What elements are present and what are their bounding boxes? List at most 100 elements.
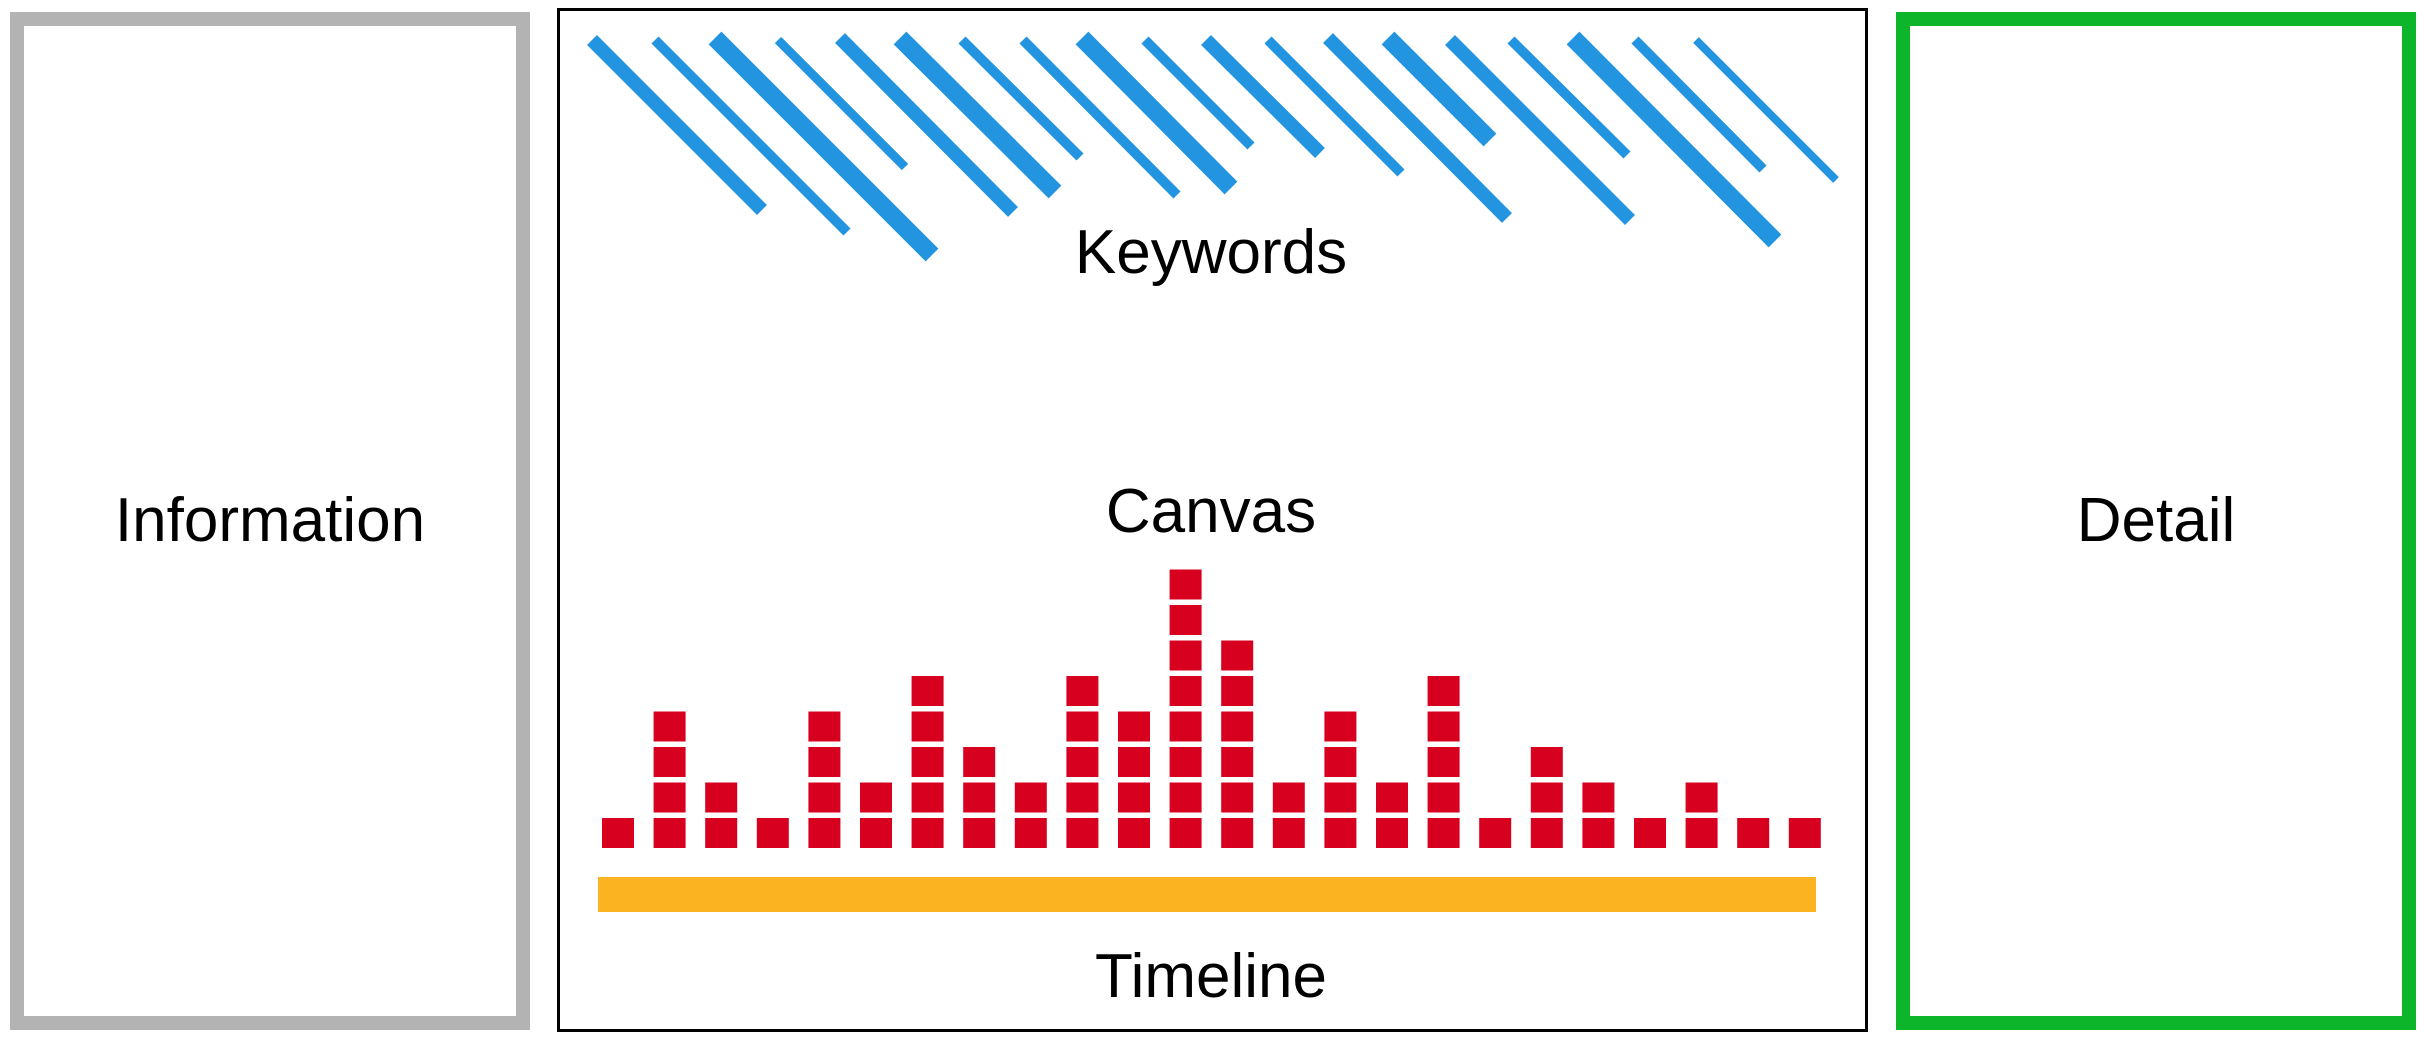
timeline-block xyxy=(1427,782,1460,813)
keyword-stroke-12 xyxy=(1264,36,1405,177)
timeline-block xyxy=(1788,818,1821,848)
timeline-block xyxy=(1272,818,1305,848)
timeline-block xyxy=(1530,818,1563,848)
timeline-block xyxy=(1066,782,1099,813)
keyword-stroke-7 xyxy=(958,36,1084,161)
canvas-panel xyxy=(557,8,1868,1032)
timeline-block xyxy=(808,747,841,777)
keyword-stroke-11 xyxy=(1201,35,1325,158)
timeline-block xyxy=(911,711,944,742)
timeline-block xyxy=(1324,711,1357,742)
keyword-stroke-2 xyxy=(651,36,851,236)
timeline-block xyxy=(1427,747,1460,777)
timeline-block xyxy=(1169,569,1202,600)
timeline-block xyxy=(963,747,996,777)
timeline-block xyxy=(1479,818,1512,848)
detail-label: Detail xyxy=(2076,486,2236,555)
detail-panel: Detail xyxy=(1896,12,2416,1030)
timeline-block xyxy=(808,818,841,848)
timeline-block xyxy=(1014,782,1047,813)
timeline-block xyxy=(1685,818,1718,848)
timeline-block xyxy=(756,818,789,848)
timeline-block xyxy=(1582,818,1615,848)
timeline-block xyxy=(1118,818,1150,848)
timeline-block xyxy=(1530,747,1563,777)
timeline-block xyxy=(653,782,686,813)
timeline-block xyxy=(1427,676,1460,706)
keyword-stroke-6 xyxy=(893,31,1062,199)
timeline-block xyxy=(808,782,841,813)
keyword-stroke-5 xyxy=(835,33,1018,217)
timeline-block xyxy=(1169,605,1202,635)
canvas-label: Canvas xyxy=(1105,477,1317,546)
keyword-stroke-10 xyxy=(1141,36,1255,150)
keyword-stroke-13 xyxy=(1323,33,1512,223)
timeline-block xyxy=(1324,818,1357,848)
information-panel: Information xyxy=(10,12,530,1030)
keyword-stroke-19 xyxy=(1693,37,1839,183)
timeline-block xyxy=(1221,782,1254,813)
timeline-block xyxy=(1169,782,1202,813)
timeline-block xyxy=(963,818,996,848)
timeline-block xyxy=(860,818,892,848)
timeline-block xyxy=(1118,782,1150,813)
timeline-block xyxy=(1066,676,1099,706)
keyword-stroke-8 xyxy=(1019,36,1181,199)
timeline-block xyxy=(963,782,996,813)
timeline-block xyxy=(1324,782,1357,813)
timeline-block xyxy=(1221,818,1254,848)
timeline-block xyxy=(705,782,738,813)
timeline-block xyxy=(1324,747,1357,777)
timeline-block xyxy=(1118,747,1150,777)
keywords-label: Keywords xyxy=(1074,218,1348,287)
keyword-stroke-3 xyxy=(708,31,939,262)
keyword-stroke-14 xyxy=(1381,31,1497,147)
timeline-block xyxy=(1169,711,1202,742)
timeline-block xyxy=(1427,818,1460,848)
timeline-block xyxy=(1221,747,1254,777)
timeline-block xyxy=(1582,782,1615,813)
keyword-stroke-15 xyxy=(1445,35,1635,225)
timeline-label: Timeline xyxy=(1095,942,1327,1011)
timeline-block xyxy=(911,818,944,848)
keyword-stroke-17 xyxy=(1566,31,1782,248)
timeline-block xyxy=(1272,782,1305,813)
timeline-block xyxy=(1169,747,1202,777)
timeline-block xyxy=(653,818,686,848)
timeline-block xyxy=(1221,711,1254,742)
timeline-block xyxy=(1221,676,1254,706)
timeline-block xyxy=(860,782,892,813)
timeline-block xyxy=(911,676,944,706)
timeline-block xyxy=(1737,818,1770,848)
timeline-block xyxy=(705,818,738,848)
timeline-block xyxy=(1014,818,1047,848)
keyword-stroke-18 xyxy=(1631,36,1767,173)
timeline-block xyxy=(1066,818,1099,848)
timeline-block xyxy=(1066,747,1099,777)
timeline-block xyxy=(602,818,634,848)
keyword-stroke-1 xyxy=(587,35,767,215)
timeline-block xyxy=(1634,818,1666,848)
timeline-block xyxy=(1169,640,1202,671)
timeline-block xyxy=(653,747,686,777)
timeline-block xyxy=(1530,782,1563,813)
timeline-block xyxy=(1376,818,1408,848)
timeline-block xyxy=(1685,782,1718,813)
timeline-block xyxy=(1118,711,1150,742)
timeline-block xyxy=(911,747,944,777)
timeline-block xyxy=(1169,818,1202,848)
timeline-block xyxy=(1376,782,1408,813)
timeline-block xyxy=(1066,711,1099,742)
timeline-block xyxy=(1427,711,1460,742)
keyword-stroke-9 xyxy=(1075,31,1238,195)
timeline-block xyxy=(1169,676,1202,706)
timeline-block xyxy=(911,782,944,813)
timeline-block xyxy=(1221,640,1254,671)
timeline-bar xyxy=(598,877,1816,912)
keyword-stroke-16 xyxy=(1507,36,1631,159)
keyword-stroke-4 xyxy=(774,36,909,171)
information-label: Information xyxy=(114,486,426,555)
timeline-block xyxy=(808,711,841,742)
